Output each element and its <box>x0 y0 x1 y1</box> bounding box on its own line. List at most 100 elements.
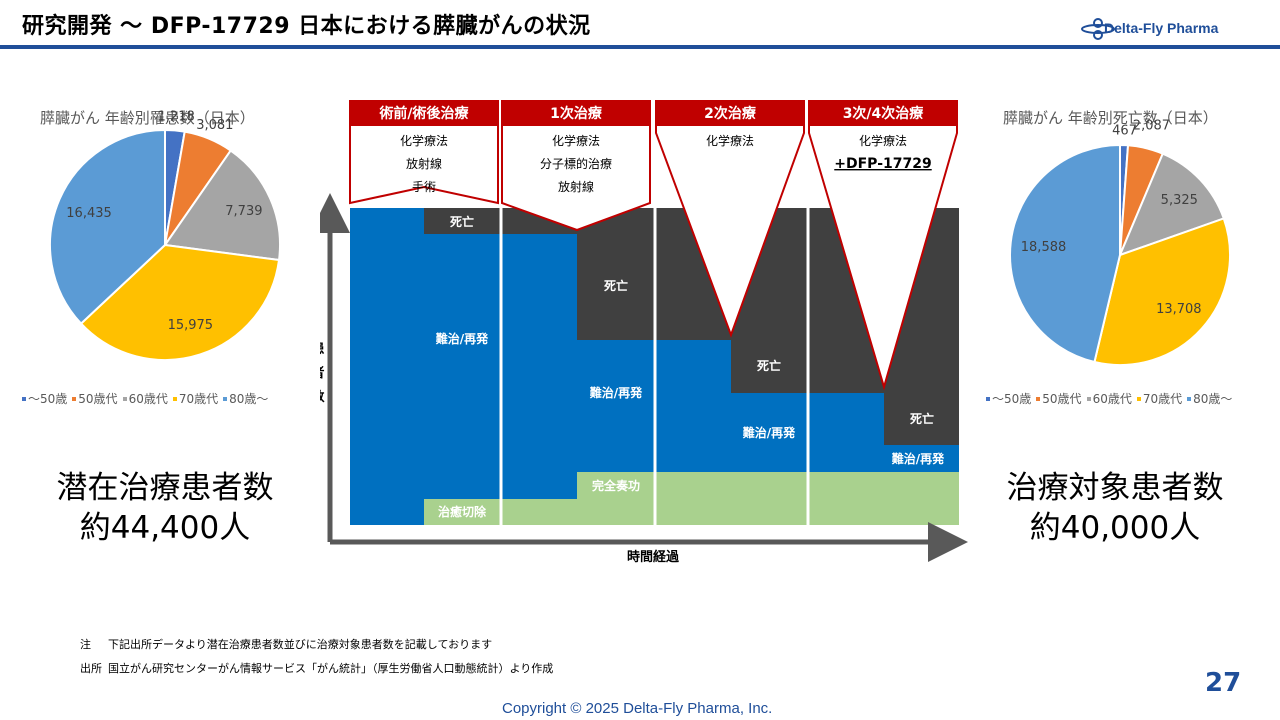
legend-swatch <box>122 396 127 401</box>
pie-data-label: 7,739 <box>225 204 262 219</box>
stage-header <box>808 100 958 126</box>
legend-item: 50歳代 <box>1036 390 1082 407</box>
potential-patients-label: 潜在治療患者数 <box>56 470 274 506</box>
cure-label: 治癒切除 <box>438 504 487 519</box>
stage-header <box>501 100 651 126</box>
copyright: Copyright © 2025 Delta-Fly Pharma, Inc. <box>502 700 773 717</box>
target-patients-label: 治療対象患者数 <box>1006 470 1224 506</box>
legend-item: ～50歳 <box>986 390 1031 407</box>
region-refractory <box>502 234 577 499</box>
legend-label: 60歳代 <box>128 392 168 406</box>
source-text: 国立がん研究センターがん情報サービス「がん統計」（厚生労働省人口動態統計）より作… <box>108 662 554 675</box>
legend-swatch <box>223 396 228 401</box>
legend-label: 70歳代 <box>1142 392 1183 406</box>
pie-data-label: 5,325 <box>1161 193 1198 208</box>
legend-item: 70歳代 <box>172 390 219 407</box>
incidence-legend: ～50歳 50歳代 60歳代 70歳代 80歳～ <box>22 390 268 407</box>
region-cure <box>424 499 500 525</box>
region-cure <box>502 499 577 525</box>
legend-swatch <box>986 396 990 401</box>
legend-label: 50歳代 <box>1042 392 1082 406</box>
region-refractory <box>656 340 731 472</box>
legend-swatch <box>1086 396 1091 401</box>
legend-item: 60歳代 <box>1086 390 1132 407</box>
pie-slice <box>79 243 281 361</box>
potential-patients-value: 約44,400人 <box>79 510 251 546</box>
legend-label: 50歳代 <box>78 392 118 406</box>
x-axis-label: 時間経過 <box>627 549 680 565</box>
stage-item: 化学療法 <box>859 133 907 148</box>
legend-swatch <box>22 396 26 401</box>
pie-title-incidence: 膵臓がん 年齢別罹患数（日本） <box>40 109 255 127</box>
region-complete-response <box>656 472 808 525</box>
death-label: 死亡 <box>757 358 781 373</box>
legend-item: 80歳～ <box>223 390 268 407</box>
note-text: 下記出所データより潜在治療患者数並びに治療対象患者数を記載しております <box>108 638 493 651</box>
refractory-label: 難治/再発 <box>436 331 489 346</box>
region-refractory <box>731 393 808 472</box>
legend-swatch <box>72 396 77 401</box>
logo-text: Delta-Fly Pharma <box>1104 20 1219 36</box>
stage-header <box>655 100 805 126</box>
pie-slice <box>49 128 166 326</box>
region-complete-response <box>809 472 959 525</box>
region-refractory <box>350 208 425 525</box>
legend-item: 70歳代 <box>1136 390 1183 407</box>
legend-swatch <box>172 396 177 401</box>
refractory-label: 難治/再発 <box>892 451 945 466</box>
page-number: 27 <box>1205 668 1242 698</box>
stage-header-label: 2次治療 <box>704 105 757 122</box>
page-title: 研究開発 〜 DFP-17729 日本における膵臓がんの状況 <box>22 14 591 39</box>
stage-item: 化学療法 <box>552 133 600 148</box>
pie-slice <box>1118 152 1226 257</box>
refractory-label: 難治/再発 <box>743 425 796 440</box>
pie-slice <box>1009 143 1121 364</box>
pie-data-label: 18,588 <box>1021 240 1066 255</box>
region-death <box>577 208 654 340</box>
region-death <box>424 208 500 234</box>
stage-item: 放射線 <box>406 156 442 171</box>
stage-header <box>349 100 499 126</box>
pie-slice <box>1093 217 1231 366</box>
legend-label: ～50歳 <box>992 392 1032 406</box>
pie-slice <box>163 149 281 262</box>
stage-header-label: 術前/術後治療 <box>378 105 469 122</box>
pie-data-label: 15,975 <box>168 318 214 333</box>
column-divider <box>653 205 657 527</box>
region-refractory <box>424 234 500 499</box>
stage-item: 分子標的治療 <box>540 156 612 171</box>
pie-data-label: 13,708 <box>1156 302 1202 317</box>
legend-swatch <box>1036 396 1041 401</box>
legend-label: 80歳～ <box>1193 392 1233 406</box>
legend-label: 80歳～ <box>229 392 269 406</box>
logo-mark-icon <box>1081 18 1115 40</box>
stage-header-label: 3次/4次治療 <box>843 105 925 122</box>
logo <box>1081 18 1115 40</box>
region-refractory <box>809 393 884 472</box>
target-patients-value: 約40,000人 <box>1029 510 1201 546</box>
column-divider <box>806 205 810 527</box>
death-label: 死亡 <box>450 214 474 229</box>
pie-data-label: 1,218 <box>158 110 195 125</box>
stage-item: 化学療法 <box>706 133 754 148</box>
pie-data-label: 16,435 <box>66 206 112 221</box>
legend-item: ～50歳 <box>22 390 67 407</box>
refractory-label: 難治/再発 <box>590 385 643 400</box>
mortality-legend: ～50歳 50歳代 60歳代 70歳代 80歳～ <box>986 390 1232 407</box>
legend-swatch <box>1136 396 1141 401</box>
pie-title-mortality: 膵臓がん 年齢別死亡数（日本） <box>1003 109 1218 127</box>
legend-label: 60歳代 <box>1092 392 1132 406</box>
legend-label: 70歳代 <box>178 392 219 406</box>
legend-swatch <box>1187 396 1192 401</box>
region-refractory <box>884 445 959 472</box>
column-divider <box>499 205 503 527</box>
legend-item: 60歳代 <box>122 390 168 407</box>
y-axis-label: 患者数 <box>320 341 325 405</box>
complete-response-label: 完全奏功 <box>592 478 640 493</box>
